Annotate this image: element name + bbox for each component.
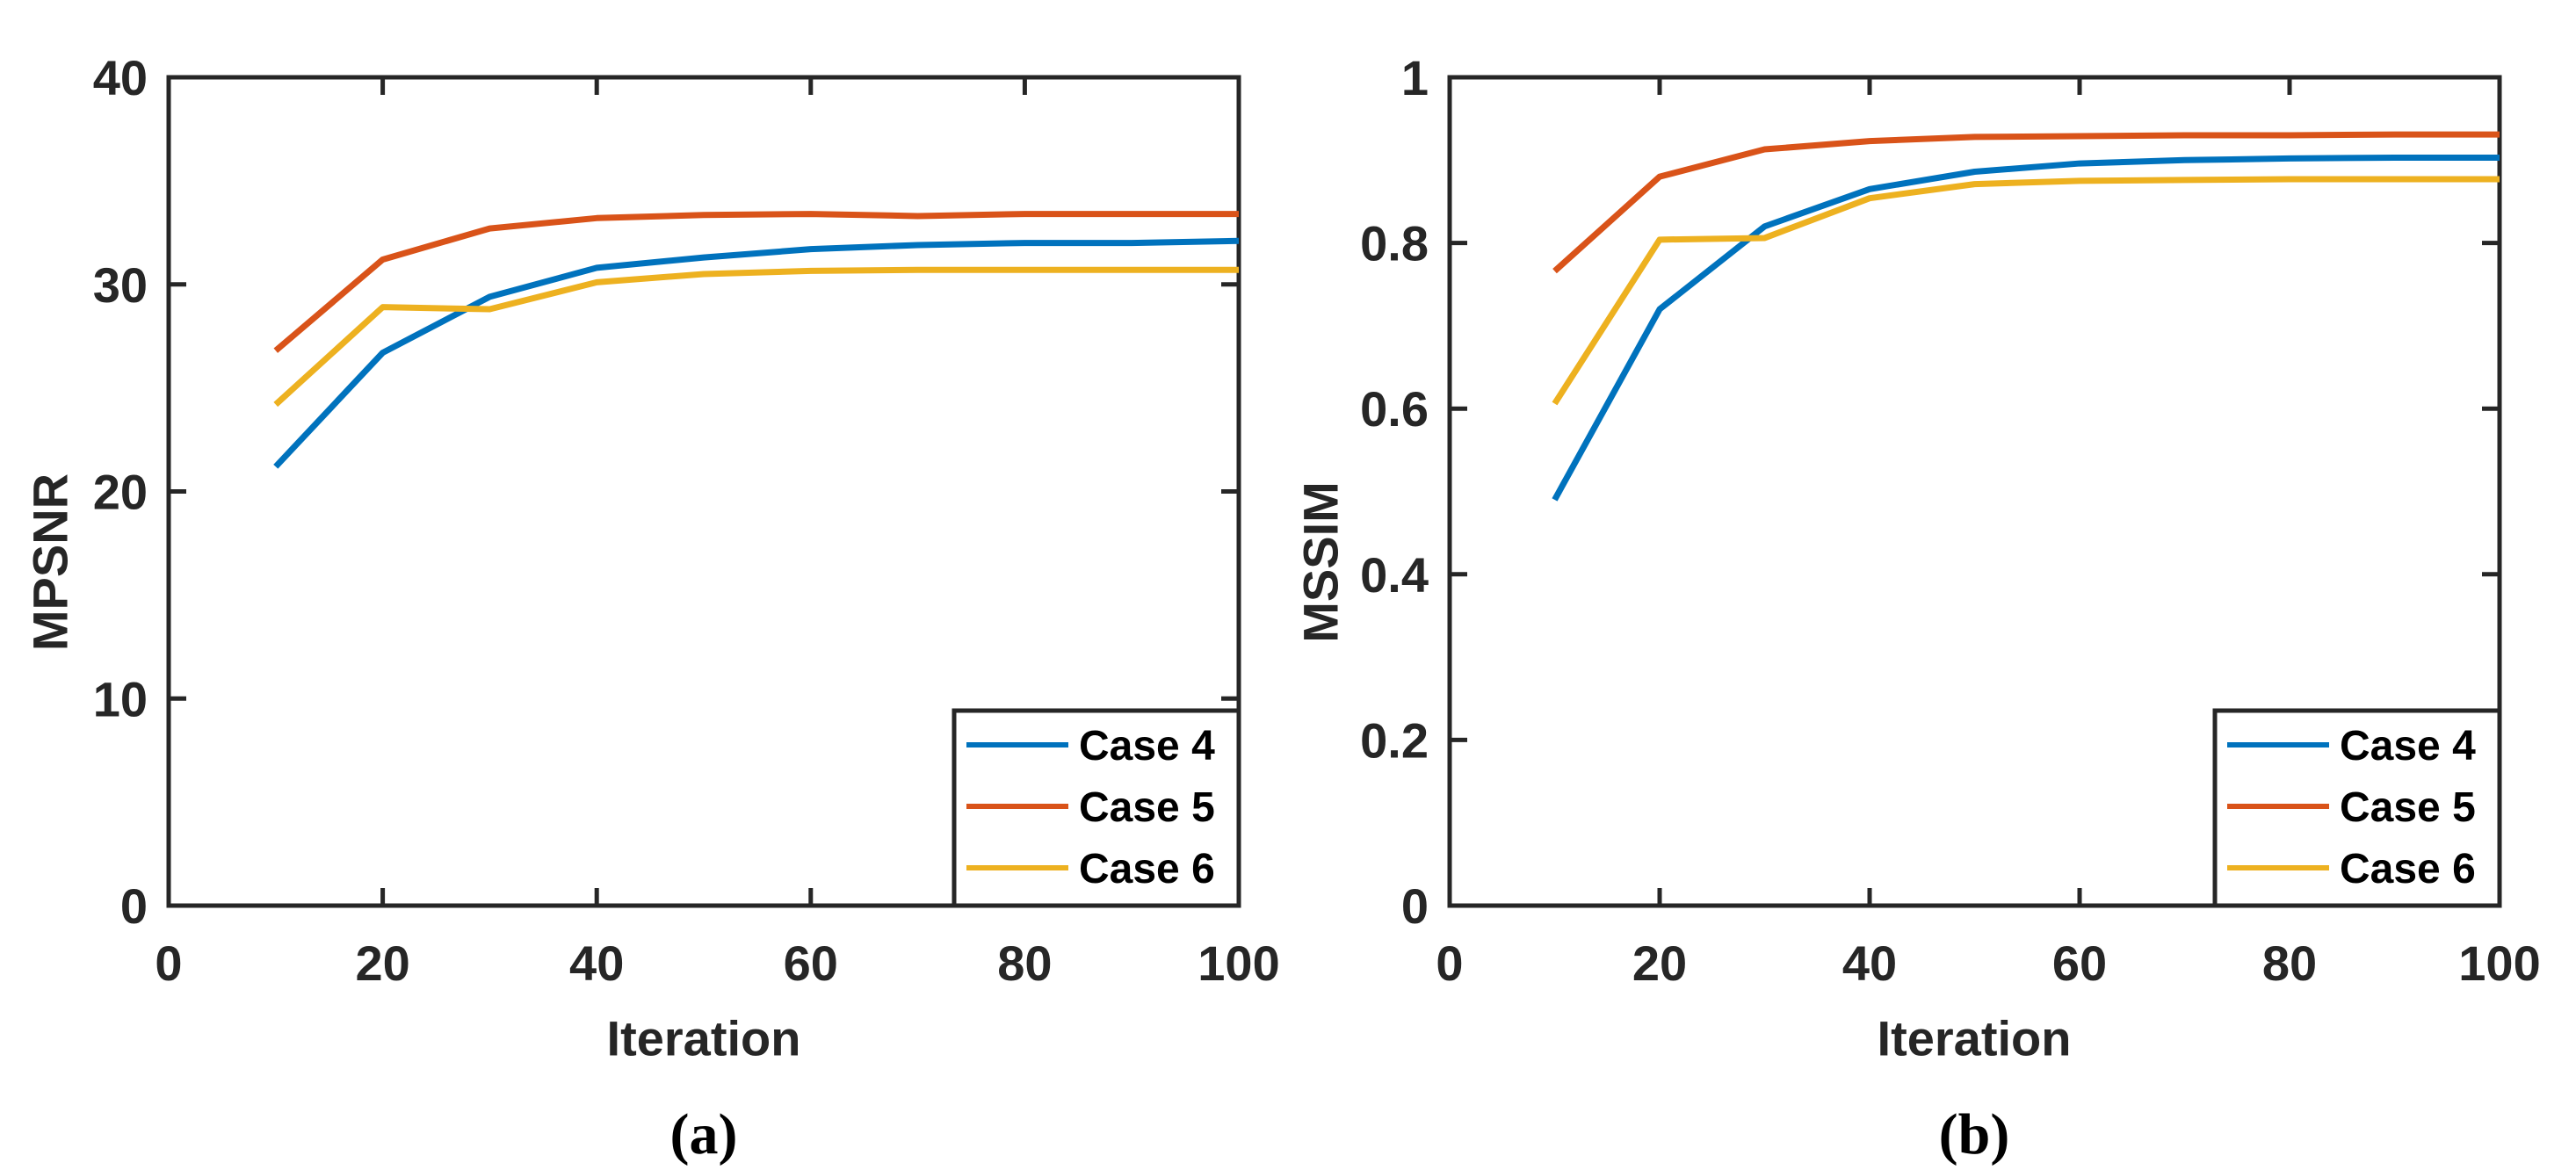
x-tick-label: 100 [1198,935,1279,991]
legend-label-case-6: Case 6 [1079,846,1215,892]
series-line-case-6 [1552,176,2500,406]
legend: Case 4 Case 5 Case 6 [952,708,1241,908]
legend-label-case-6: Case 6 [2340,846,2476,892]
series-line-case-4 [1552,154,2500,502]
x-tick-label: 60 [2052,935,2107,991]
legend-label-case-4: Case 4 [1079,723,1215,769]
y-tick-label: 40 [93,50,148,105]
x-tick-label: 0 [155,935,182,991]
x-tick-label: 80 [2262,935,2317,991]
series-line-case-4 [273,237,1240,469]
y-tick-label: 1 [1401,50,1429,105]
series-line-case-5 [1552,131,2500,274]
y-tick-label: 0.4 [1360,547,1429,603]
y-tick-label: 0.6 [1360,381,1429,437]
legend-label-case-4: Case 4 [2340,723,2476,769]
x-tick-label: 40 [569,935,624,991]
legend-label-case-5: Case 5 [2340,784,2476,831]
x-axis-label-iteration-a: Iteration [606,1010,801,1066]
subfigure-caption-b: (b) [1938,1102,2010,1166]
y-axis-label-mpsnr: MPSNR [22,473,78,652]
x-tick-label: 100 [2458,935,2540,991]
plot-box [1447,75,2502,908]
y-tick-label: 10 [93,671,148,726]
series-line-case-5 [273,211,1239,353]
x-tick-label: 20 [1632,935,1687,991]
x-tick-label: 60 [784,935,838,991]
legend-label-case-5: Case 5 [1079,784,1215,831]
series-line-case-6 [273,266,1239,408]
x-tick-label: 0 [1436,935,1463,991]
legend: Case 4 Case 5 Case 6 [2212,708,2502,908]
y-tick-label: 30 [93,257,148,313]
subfigure-caption-a: (a) [669,1102,738,1166]
y-tick-label: 0.8 [1360,216,1429,271]
y-tick-label: 20 [93,465,148,520]
chart-mpsnr: 0 20 40 60 80 100 0 10 20 30 40 Case 4 Case 5 Case 6 [93,50,1280,991]
y-tick-label: 0 [120,878,148,934]
x-tick-label: 20 [355,935,409,991]
x-tick-label: 40 [1842,935,1897,991]
x-axis-label-iteration-b: Iteration [1877,1010,2072,1066]
y-tick-label: 0.2 [1360,712,1429,768]
y-axis-label-mssim: MSSIM [1292,481,1349,643]
y-tick-label: 0 [1401,878,1429,934]
x-tick-label: 80 [997,935,1052,991]
